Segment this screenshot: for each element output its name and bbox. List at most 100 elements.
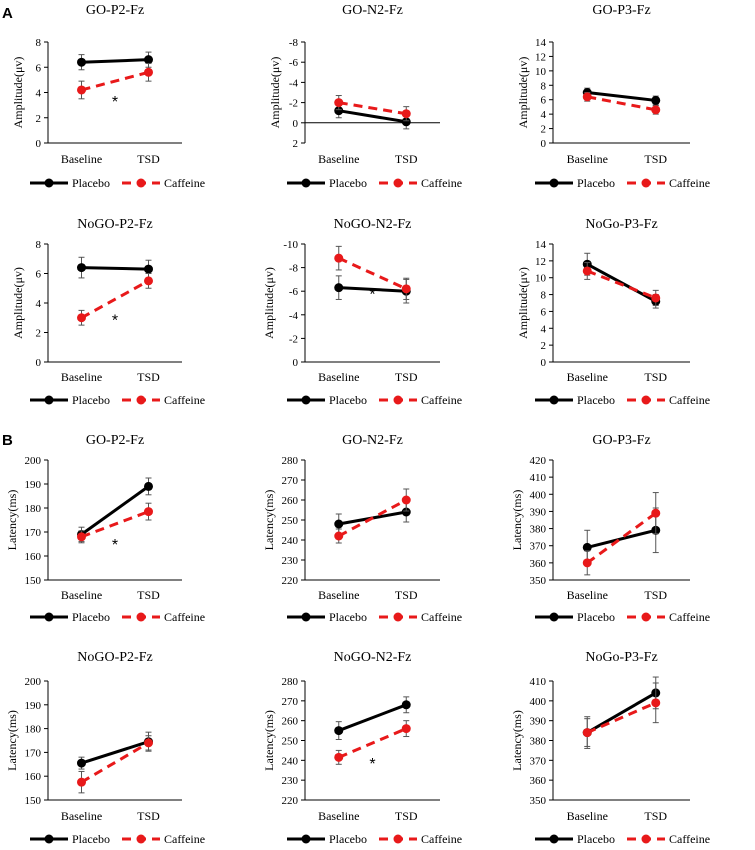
legend-label-placebo: Placebo <box>329 176 367 190</box>
legend-marker <box>641 395 651 405</box>
y-tick-label: 200 <box>25 455 42 467</box>
y-axis-label: Amplitude(μv) <box>268 57 282 129</box>
x-tick-label: Baseline <box>61 588 102 602</box>
y-tick-label: 160 <box>25 551 42 563</box>
legend-label-caffeine: Caffeine <box>421 832 462 846</box>
x-tick-label: TSD <box>644 809 667 823</box>
series-line-placebo <box>81 740 149 765</box>
chart-title: GO-P3-Fz <box>592 433 650 448</box>
y-tick-label: -8 <box>289 263 299 275</box>
chart-panel-8: GO-N2-Fz 220 230 240 250 260 270 280 Latency(ms)… <box>262 433 462 624</box>
y-tick-label: 180 <box>25 503 42 515</box>
x-tick-label: TSD <box>644 588 667 602</box>
y-tick-label: 8 <box>36 37 42 49</box>
series-line-placebo <box>586 528 657 549</box>
y-tick-label: 0 <box>293 357 299 369</box>
data-point-placebo <box>401 507 411 517</box>
series-line-caffeine <box>586 95 657 112</box>
chart-panel-2: GO-N2-Fz -8 -6 -4 -2 0 2 Amplitude(μv) Baseline T… <box>268 3 462 190</box>
series-line-caffeine <box>338 727 407 759</box>
x-tick-label: TSD <box>137 370 160 384</box>
legend-marker <box>393 834 403 844</box>
y-tick-label: -6 <box>289 57 299 69</box>
chart-title: NoGO-N2-Fz <box>334 650 412 665</box>
chart-panel-4: NoGO-P2-Fz 0 2 4 6 8 Amplitude(μv) Baseline TSD *… <box>11 217 205 407</box>
y-tick-label: 410 <box>530 472 547 484</box>
data-point-caffeine <box>582 92 592 102</box>
y-tick-label: 8 <box>36 239 42 251</box>
y-tick-label: 230 <box>282 555 299 567</box>
y-tick-label: 4 <box>541 109 547 121</box>
y-axis-label: Latency(ms) <box>510 710 524 771</box>
data-point-placebo <box>144 481 153 491</box>
y-tick-label: -6 <box>289 286 299 298</box>
chart-title: NoGO-P2-Fz <box>77 217 152 232</box>
series-line-placebo <box>80 485 150 536</box>
y-tick-label: 4 <box>541 323 547 335</box>
legend-marker <box>393 395 403 405</box>
chart-panel-9: GO-P3-Fz 350 360 370 380 390 400 410 420 Latency(… <box>510 433 710 624</box>
data-point-placebo <box>334 519 344 529</box>
y-tick-label: 2 <box>541 124 547 136</box>
chart-panel-6: NoGo-P3-Fz 0 2 4 6 8 10 12 14 Amplitude(μv) Baseli… <box>516 217 710 407</box>
legend-label-placebo: Placebo <box>329 832 367 846</box>
y-tick-label: 14 <box>535 37 547 49</box>
data-point-caffeine <box>334 98 344 108</box>
y-tick-label: 220 <box>282 575 299 587</box>
y-tick-label: 180 <box>25 724 42 736</box>
y-tick-label: 350 <box>530 795 547 807</box>
legend-label-placebo: Placebo <box>577 393 615 407</box>
data-point-caffeine <box>144 738 153 748</box>
legend-marker <box>549 395 559 405</box>
legend-label-caffeine: Caffeine <box>421 176 462 190</box>
data-point-placebo <box>334 283 344 293</box>
series-line-placebo <box>338 703 407 732</box>
data-point-caffeine <box>334 253 344 263</box>
y-tick-label: 190 <box>25 700 42 712</box>
x-tick-label: TSD <box>395 370 418 384</box>
data-point-caffeine <box>582 558 592 568</box>
y-tick-label: 370 <box>530 755 547 767</box>
significance-marker: * <box>369 287 375 304</box>
y-tick-label: -4 <box>289 310 299 322</box>
data-point-caffeine <box>651 698 661 708</box>
y-tick-label: -8 <box>289 37 299 49</box>
x-tick-label: TSD <box>137 809 160 823</box>
x-tick-label: TSD <box>395 809 418 823</box>
legend-marker <box>136 178 146 188</box>
y-tick-label: 240 <box>282 535 299 547</box>
chart-title: NoGo-P3-Fz <box>585 217 657 232</box>
data-point-caffeine <box>651 105 661 115</box>
y-tick-label: 170 <box>25 527 42 539</box>
legend-label-placebo: Placebo <box>577 832 615 846</box>
y-tick-label: 360 <box>530 775 547 787</box>
chart-title: GO-N2-Fz <box>342 433 403 448</box>
x-tick-label: Baseline <box>318 370 359 384</box>
y-tick-label: 6 <box>36 62 42 74</box>
y-tick-label: 390 <box>530 506 547 518</box>
y-tick-label: 2 <box>293 138 299 150</box>
y-axis-label: Amplitude(μv) <box>262 267 276 339</box>
y-tick-label: 4 <box>36 298 42 310</box>
chart-title: GO-N2-Fz <box>342 3 403 18</box>
y-tick-label: 420 <box>530 455 547 467</box>
y-tick-label: 6 <box>36 269 42 281</box>
y-tick-label: 390 <box>530 716 547 728</box>
x-tick-label: TSD <box>137 152 160 166</box>
y-tick-label: 10 <box>535 273 547 285</box>
legend-label-caffeine: Caffeine <box>421 610 462 624</box>
data-point-caffeine <box>401 724 411 734</box>
legend-label-placebo: Placebo <box>577 610 615 624</box>
data-point-placebo <box>582 542 592 552</box>
data-point-caffeine <box>144 67 153 77</box>
legend-label-placebo: Placebo <box>72 176 110 190</box>
series-line-caffeine <box>80 741 150 784</box>
legend-marker <box>393 178 403 188</box>
y-tick-label: -2 <box>289 98 298 110</box>
significance-marker: * <box>112 312 118 329</box>
data-point-caffeine <box>144 276 153 286</box>
y-axis-label: Amplitude(μv) <box>516 57 530 129</box>
series-line-placebo <box>338 286 407 293</box>
data-point-caffeine <box>401 284 411 294</box>
